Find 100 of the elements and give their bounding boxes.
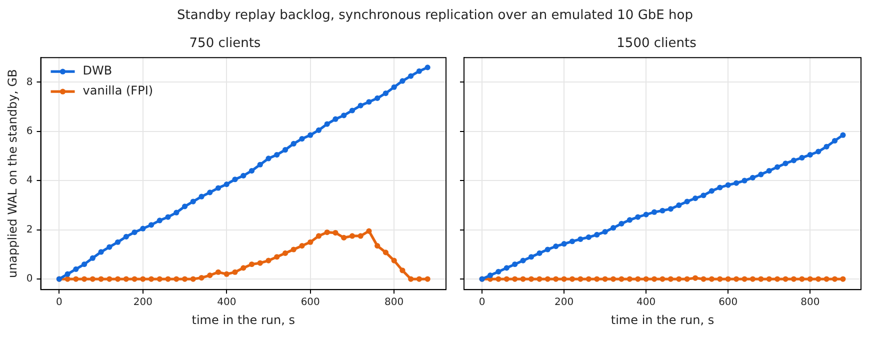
point xyxy=(758,276,764,282)
point xyxy=(742,276,748,282)
point xyxy=(602,276,608,282)
point xyxy=(651,209,658,215)
point xyxy=(586,234,592,240)
x-tick-label: 400 xyxy=(636,297,656,308)
point xyxy=(832,276,838,282)
y-tick-label: 2 xyxy=(26,224,33,236)
point xyxy=(257,162,263,168)
point xyxy=(635,214,641,220)
point xyxy=(553,276,559,282)
point xyxy=(82,276,88,282)
x-tick-label: 400 xyxy=(217,297,236,308)
point xyxy=(807,152,813,158)
point xyxy=(232,176,238,182)
point xyxy=(840,132,846,138)
point xyxy=(700,192,706,198)
point xyxy=(366,99,372,105)
point xyxy=(341,112,347,118)
point xyxy=(424,64,430,70)
point xyxy=(790,158,797,164)
point xyxy=(824,144,830,150)
point xyxy=(174,210,180,216)
point xyxy=(64,271,70,277)
point xyxy=(190,276,196,282)
point xyxy=(190,198,196,204)
point xyxy=(182,276,188,282)
y-tick-label: 8 xyxy=(26,76,33,88)
point xyxy=(660,208,666,214)
point xyxy=(114,276,121,282)
point xyxy=(324,229,330,236)
point xyxy=(391,258,397,264)
point xyxy=(207,190,213,196)
point xyxy=(668,206,674,212)
point xyxy=(790,276,797,282)
chart-title: 750 clients xyxy=(189,36,261,52)
point xyxy=(766,276,772,282)
x-tick-label: 0 xyxy=(478,297,486,308)
x-tick-label: 800 xyxy=(384,297,404,308)
x-tick-label: 200 xyxy=(554,297,574,308)
point xyxy=(717,276,723,282)
point xyxy=(408,73,414,79)
point xyxy=(626,276,632,282)
point xyxy=(700,276,706,282)
point xyxy=(182,204,188,210)
point xyxy=(106,276,112,282)
point xyxy=(324,121,330,127)
x-axis-title: time in the run, s xyxy=(192,312,295,327)
point xyxy=(290,246,296,252)
point xyxy=(660,276,666,282)
x-tick-label: 200 xyxy=(133,297,152,308)
point xyxy=(156,218,162,224)
point xyxy=(504,276,510,282)
point xyxy=(98,276,104,282)
point xyxy=(528,276,534,282)
point xyxy=(308,132,314,138)
point xyxy=(512,261,518,268)
point xyxy=(668,276,674,282)
point xyxy=(64,276,70,282)
point xyxy=(774,164,780,170)
text: Standby replay backlog, synchronous replication over an emulated 10 GbE hop xyxy=(176,8,694,23)
point xyxy=(512,276,518,282)
point xyxy=(742,178,748,184)
point xyxy=(90,255,96,261)
point xyxy=(132,276,138,282)
chart-title: 1500 clients xyxy=(616,36,697,52)
point xyxy=(676,276,682,282)
point xyxy=(635,276,641,282)
y-tick-label: 6 xyxy=(26,126,33,137)
point xyxy=(308,239,314,245)
point xyxy=(536,276,542,282)
point xyxy=(240,265,246,271)
point xyxy=(400,78,406,84)
point xyxy=(424,276,430,282)
point xyxy=(561,276,567,282)
point xyxy=(782,160,788,166)
point xyxy=(98,249,104,255)
point xyxy=(520,276,526,282)
point xyxy=(366,228,372,234)
point xyxy=(807,276,813,282)
point xyxy=(299,243,305,249)
point xyxy=(569,276,576,282)
point xyxy=(520,258,526,264)
point xyxy=(416,276,422,282)
point xyxy=(496,276,502,282)
point xyxy=(832,138,838,144)
point xyxy=(391,84,397,90)
point xyxy=(766,168,772,174)
point xyxy=(416,68,422,74)
point xyxy=(618,220,624,226)
point xyxy=(257,260,263,266)
point xyxy=(224,182,230,188)
point xyxy=(758,172,764,178)
point xyxy=(734,180,740,186)
point xyxy=(148,276,154,282)
point xyxy=(594,232,600,238)
point xyxy=(586,276,592,282)
point xyxy=(140,276,146,282)
point xyxy=(382,90,389,96)
point xyxy=(684,276,690,282)
